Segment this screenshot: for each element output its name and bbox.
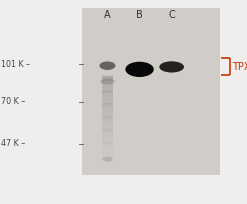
FancyBboxPatch shape <box>102 82 113 84</box>
FancyBboxPatch shape <box>102 86 113 88</box>
FancyBboxPatch shape <box>102 111 113 113</box>
FancyBboxPatch shape <box>102 123 113 125</box>
FancyBboxPatch shape <box>102 122 113 124</box>
FancyBboxPatch shape <box>102 110 113 112</box>
FancyBboxPatch shape <box>102 116 113 119</box>
FancyBboxPatch shape <box>102 75 113 78</box>
FancyBboxPatch shape <box>102 99 113 101</box>
FancyBboxPatch shape <box>102 101 113 104</box>
FancyBboxPatch shape <box>102 100 113 102</box>
FancyBboxPatch shape <box>102 108 113 110</box>
Text: 101 K –: 101 K – <box>1 60 30 69</box>
FancyBboxPatch shape <box>102 93 113 96</box>
FancyBboxPatch shape <box>102 97 113 99</box>
FancyBboxPatch shape <box>102 95 113 97</box>
FancyBboxPatch shape <box>102 117 113 120</box>
FancyBboxPatch shape <box>102 119 113 121</box>
Ellipse shape <box>159 61 184 72</box>
Text: TPX2: TPX2 <box>232 62 247 72</box>
FancyBboxPatch shape <box>102 104 113 107</box>
FancyBboxPatch shape <box>102 103 113 106</box>
Ellipse shape <box>100 79 115 84</box>
FancyBboxPatch shape <box>102 114 113 116</box>
FancyBboxPatch shape <box>102 105 113 108</box>
FancyBboxPatch shape <box>102 106 113 109</box>
FancyBboxPatch shape <box>102 102 113 105</box>
FancyBboxPatch shape <box>102 125 113 128</box>
FancyBboxPatch shape <box>102 120 113 122</box>
FancyBboxPatch shape <box>102 85 113 87</box>
Text: 70 K –: 70 K – <box>1 98 25 106</box>
FancyBboxPatch shape <box>102 83 113 85</box>
FancyBboxPatch shape <box>102 113 113 115</box>
FancyBboxPatch shape <box>102 92 113 95</box>
FancyBboxPatch shape <box>102 115 113 118</box>
FancyBboxPatch shape <box>102 109 113 111</box>
Text: C: C <box>168 10 175 20</box>
Text: B: B <box>136 10 143 20</box>
FancyBboxPatch shape <box>102 78 113 81</box>
Ellipse shape <box>102 157 113 162</box>
FancyBboxPatch shape <box>102 84 113 86</box>
Ellipse shape <box>99 61 115 70</box>
FancyBboxPatch shape <box>102 98 113 100</box>
FancyBboxPatch shape <box>102 112 113 114</box>
FancyBboxPatch shape <box>102 121 113 123</box>
FancyBboxPatch shape <box>82 8 220 175</box>
FancyBboxPatch shape <box>102 90 113 93</box>
FancyBboxPatch shape <box>102 81 113 83</box>
FancyBboxPatch shape <box>102 79 113 82</box>
FancyBboxPatch shape <box>102 77 113 80</box>
Text: 47 K –: 47 K – <box>1 139 25 148</box>
FancyBboxPatch shape <box>102 91 113 94</box>
Ellipse shape <box>125 62 154 77</box>
FancyBboxPatch shape <box>102 76 113 79</box>
FancyBboxPatch shape <box>102 88 113 91</box>
Text: A: A <box>104 10 111 20</box>
FancyBboxPatch shape <box>102 87 113 89</box>
FancyBboxPatch shape <box>102 124 113 126</box>
FancyBboxPatch shape <box>102 89 113 92</box>
FancyBboxPatch shape <box>102 96 113 98</box>
